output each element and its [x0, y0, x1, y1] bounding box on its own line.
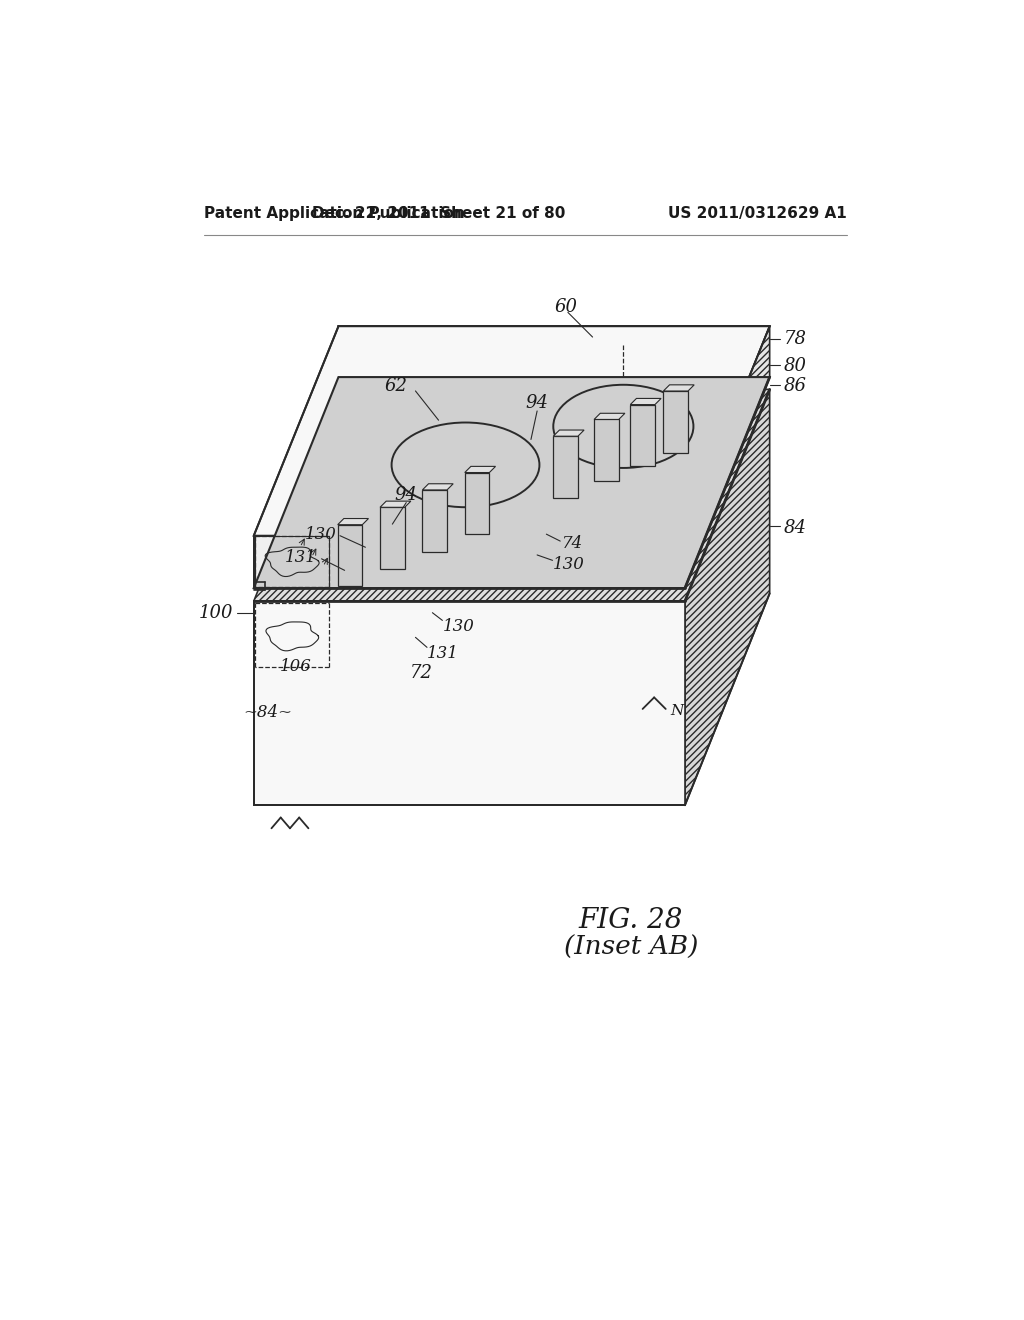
Text: 100: 100 [199, 603, 233, 622]
Text: 106: 106 [281, 659, 312, 675]
Text: 74: 74 [562, 535, 583, 552]
Text: ~84~: ~84~ [243, 705, 292, 721]
Text: 72: 72 [411, 664, 433, 681]
Polygon shape [685, 326, 770, 589]
Polygon shape [254, 536, 685, 589]
Polygon shape [422, 490, 447, 552]
Polygon shape [553, 436, 578, 498]
Text: 94: 94 [394, 486, 418, 504]
Text: 130: 130 [553, 557, 585, 573]
Polygon shape [338, 524, 362, 586]
Text: 94: 94 [525, 395, 549, 412]
Text: 62: 62 [385, 376, 408, 395]
Text: Patent Application Publication: Patent Application Publication [204, 206, 465, 222]
Text: 130: 130 [305, 525, 337, 543]
Polygon shape [254, 601, 685, 805]
Polygon shape [631, 399, 662, 405]
Text: (Inset AB): (Inset AB) [564, 935, 698, 960]
Polygon shape [631, 405, 655, 466]
Polygon shape [254, 326, 770, 536]
Polygon shape [254, 389, 770, 601]
Polygon shape [338, 519, 369, 524]
Text: 86: 86 [783, 378, 807, 395]
Polygon shape [380, 502, 411, 507]
Polygon shape [465, 473, 489, 535]
Text: US 2011/0312629 A1: US 2011/0312629 A1 [668, 206, 847, 222]
Polygon shape [664, 385, 694, 391]
Polygon shape [553, 430, 584, 436]
Text: Dec. 22, 2011  Sheet 21 of 80: Dec. 22, 2011 Sheet 21 of 80 [312, 206, 565, 222]
Polygon shape [664, 391, 688, 453]
Text: 78: 78 [783, 330, 807, 348]
Text: 60: 60 [554, 298, 578, 315]
Text: 84: 84 [783, 519, 807, 537]
Text: 131: 131 [427, 645, 459, 663]
Text: FIG. 28: FIG. 28 [579, 907, 683, 935]
Polygon shape [685, 389, 770, 805]
Polygon shape [254, 378, 770, 589]
Polygon shape [422, 483, 454, 490]
Polygon shape [465, 466, 496, 473]
Text: 131: 131 [285, 549, 316, 566]
Text: N: N [671, 705, 684, 718]
Text: 130: 130 [442, 618, 474, 635]
Polygon shape [380, 507, 404, 569]
Polygon shape [594, 420, 618, 480]
Text: 80: 80 [783, 358, 807, 375]
Polygon shape [594, 413, 625, 420]
